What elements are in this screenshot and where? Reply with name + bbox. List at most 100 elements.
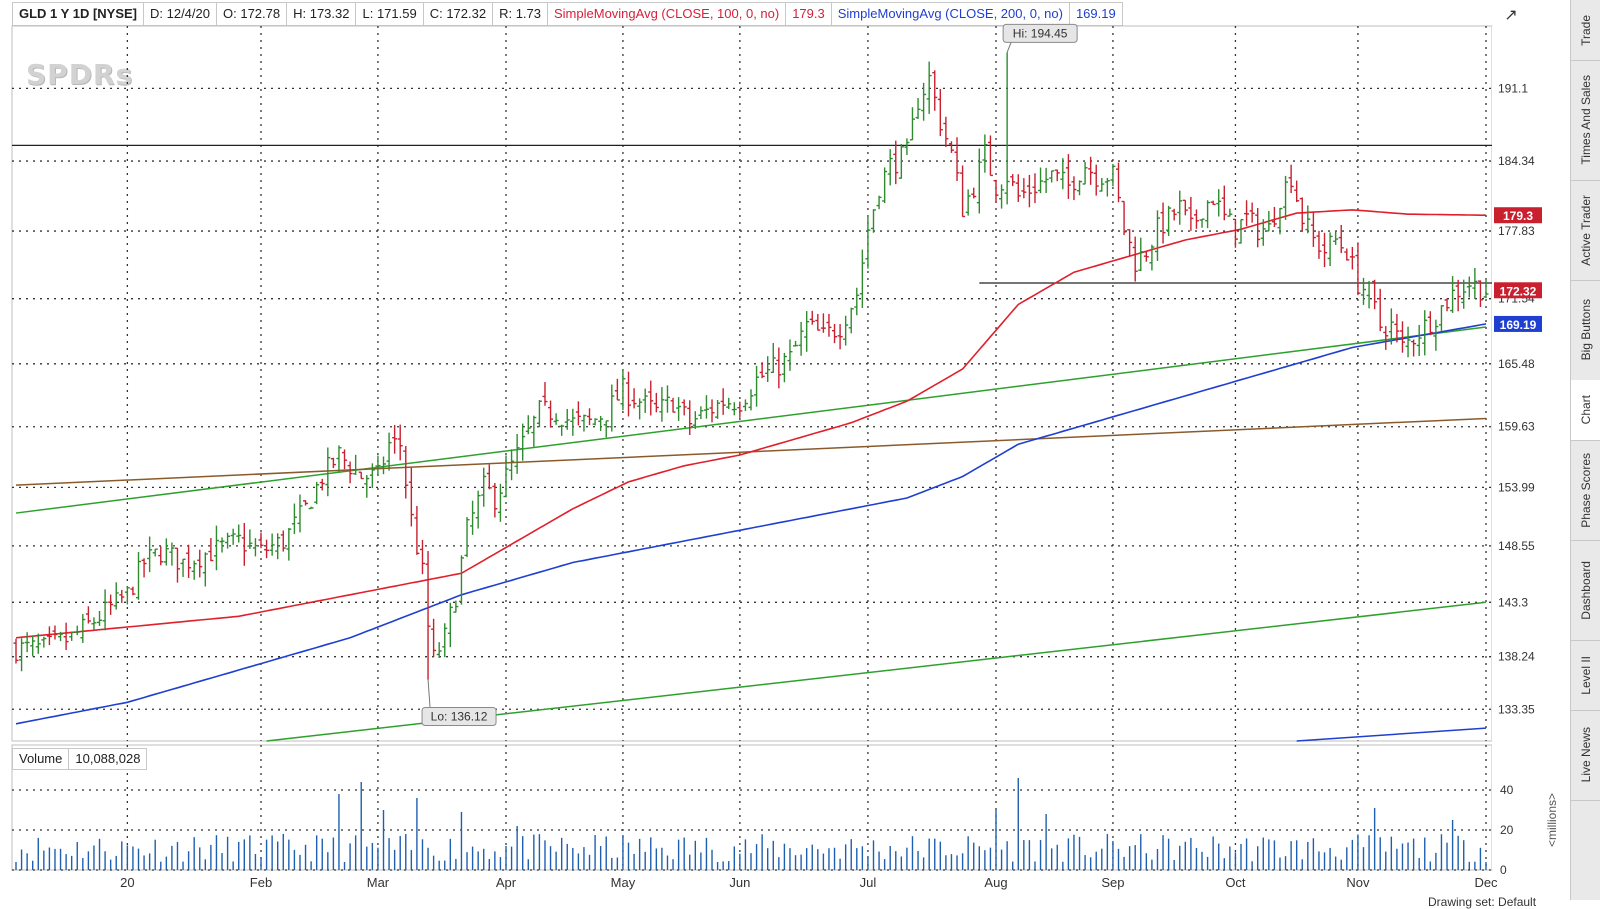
ohlc-bar — [1088, 156, 1094, 185]
ohlc-bar — [330, 457, 336, 469]
low-callout-label: Lo: 136.12 — [431, 709, 488, 723]
price-badge — [1494, 282, 1542, 299]
ohlc-bar — [1116, 162, 1121, 203]
ohlc-bar — [286, 528, 292, 561]
ohlc-bar — [915, 98, 921, 119]
ohlc-bar — [603, 420, 609, 438]
ohlc-bar — [1288, 164, 1294, 194]
ohlc-bar — [369, 463, 375, 489]
ohlc-bar — [503, 455, 509, 498]
ohlc-bar — [564, 408, 570, 430]
ohlc-bar — [325, 447, 331, 497]
ohlc-bar — [102, 589, 108, 631]
price-tick-label: 191.1 — [1498, 81, 1528, 95]
drawing-tool-icon[interactable]: ↗ — [1504, 7, 1518, 24]
ohlc-bar — [887, 149, 893, 186]
ohlc-bar — [1355, 242, 1361, 296]
ohlc-bar — [1472, 267, 1478, 300]
volume-label: Volume 10,088,028 — [12, 748, 148, 770]
ohlc-bar — [581, 414, 587, 432]
ohlc-bar — [1043, 167, 1049, 194]
ohlc-bar — [1427, 311, 1433, 336]
open-label: O: 172.78 — [217, 3, 288, 25]
ohlc-bar — [620, 369, 626, 411]
tab-level-ii[interactable]: Level II — [1571, 640, 1600, 711]
ohlc-bar — [342, 449, 348, 470]
ohlc-bar — [854, 287, 860, 316]
sma100-label[interactable]: SimpleMovingAvg (CLOSE, 100, 0, no) — [548, 3, 787, 25]
price-badge-label: 179.3 — [1503, 209, 1533, 223]
trend-line — [15, 326, 1487, 514]
ohlc-bar — [1149, 244, 1155, 271]
ohlc-bar — [592, 418, 598, 426]
price-chart[interactable]: 191.1184.34177.83171.54165.48159.63153.9… — [0, 0, 1570, 900]
symbol-label[interactable]: GLD 1 Y 1D [NYSE] — [13, 3, 144, 25]
tab-phase-scores[interactable]: Phase Scores — [1571, 440, 1600, 541]
ohlc-bar — [141, 558, 147, 578]
tab-big-buttons[interactable]: Big Buttons — [1571, 280, 1600, 381]
range-label: R: 1.73 — [493, 3, 548, 25]
ohlc-bar — [381, 456, 386, 475]
ohlc-bar — [236, 524, 242, 543]
callout-box — [1002, 23, 1078, 43]
price-tick-label: 153.99 — [1498, 480, 1535, 494]
ohlc-bar — [147, 536, 153, 573]
drawing-set-label[interactable]: Drawing set: Default — [1428, 895, 1537, 909]
ohlc-bar — [1166, 205, 1172, 236]
ohlc-bar — [113, 582, 119, 610]
ohlc-bar — [85, 606, 91, 624]
tab-chart[interactable]: Chart — [1571, 380, 1600, 441]
ohlc-bar — [13, 638, 19, 664]
ohlc-bar — [119, 589, 125, 603]
ohlc-bar — [1327, 232, 1333, 267]
ohlc-bar — [46, 626, 52, 646]
month-tick-label: Jul — [860, 875, 877, 890]
tab-trade[interactable]: Trade — [1571, 0, 1600, 61]
ohlc-bar — [475, 490, 481, 529]
ohlc-bar — [1466, 276, 1472, 298]
price-tick-label: 148.55 — [1498, 539, 1535, 553]
ohlc-bar — [815, 313, 821, 331]
ohlc-bar — [252, 538, 258, 557]
ohlc-bar — [1138, 237, 1144, 272]
ohlc-bar — [1104, 177, 1110, 197]
tab-label: Live News — [1579, 727, 1593, 783]
ohlc-bar — [759, 362, 765, 379]
ohlc-bar — [781, 352, 787, 383]
tab-dashboard[interactable]: Dashboard — [1571, 540, 1600, 641]
ohlc-bar — [130, 586, 136, 596]
month-tick-label: Apr — [496, 875, 517, 890]
ohlc-bar — [1177, 190, 1183, 225]
ohlc-bar — [347, 461, 353, 484]
sma200-label[interactable]: SimpleMovingAvg (CLOSE, 200, 0, no) — [832, 3, 1070, 25]
ohlc-bar — [1065, 154, 1071, 199]
tab-live-news[interactable]: Live News — [1571, 710, 1600, 801]
ohlc-bar — [91, 617, 97, 631]
ohlc-bar — [1338, 224, 1344, 254]
ohlc-bar — [1438, 305, 1444, 332]
tab-active-trader[interactable]: Active Trader — [1571, 180, 1600, 281]
ohlc-bar — [943, 116, 949, 147]
ohlc-bar — [932, 70, 938, 111]
tab-times-and-sales[interactable]: Times And Sales — [1571, 60, 1600, 181]
ohlc-bar — [1054, 169, 1060, 182]
ohlc-bar — [258, 532, 264, 549]
ohlc-bar — [648, 380, 654, 416]
ohlc-bar — [770, 342, 776, 374]
ohlc-bar — [225, 532, 231, 549]
ohlc-bar — [1483, 279, 1489, 299]
ohlc-bar — [186, 544, 192, 578]
ohlc-bar — [1422, 310, 1428, 356]
ohlc-bar — [1015, 174, 1021, 202]
ohlc-bar — [1255, 208, 1261, 248]
ohlc-bar — [1071, 176, 1077, 201]
ohlc-bar — [926, 61, 932, 114]
ohlc-bar — [687, 400, 693, 436]
ohlc-bar — [269, 533, 275, 556]
ohlc-bar — [971, 187, 977, 199]
ohlc-bar — [904, 138, 910, 155]
ohlc-bar — [1038, 167, 1044, 194]
ohlc-bar — [898, 144, 904, 179]
ohlc-bar — [548, 400, 554, 428]
trend-line — [1296, 727, 1487, 742]
